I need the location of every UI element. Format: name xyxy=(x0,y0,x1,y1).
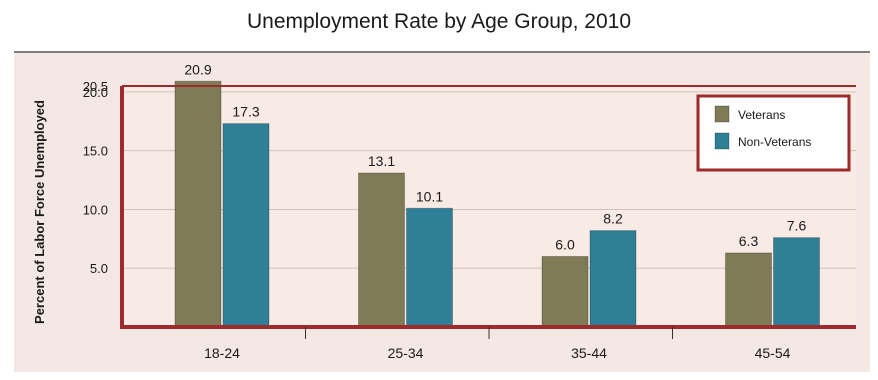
y-tick-label: 15.0 xyxy=(83,144,108,159)
bar-veterans-18-24 xyxy=(174,80,222,328)
legend-label: Non-Veterans xyxy=(738,135,811,149)
data-label: 17.3 xyxy=(232,104,259,120)
y-tick-label: 20.0 xyxy=(83,85,108,100)
x-category-label: 45-54 xyxy=(755,345,791,361)
y-tick-label: 20.5 xyxy=(83,79,108,94)
bar-non-veterans-18-24 xyxy=(222,123,270,328)
x-category-label: 18-24 xyxy=(204,345,240,361)
bar-veterans-35-44 xyxy=(541,255,589,328)
chart-title: Unemployment Rate by Age Group, 2010 xyxy=(246,10,632,33)
legend-swatch xyxy=(714,132,730,150)
bar-veterans-25-34 xyxy=(358,172,405,328)
bar-non-veterans-25-34 xyxy=(406,207,453,328)
bar-non-veterans-35-44 xyxy=(589,230,637,328)
legend: Veterans Non-Veterans xyxy=(696,94,851,172)
data-label: 13.1 xyxy=(368,153,395,169)
y-tick-label: 5.0 xyxy=(90,261,108,276)
x-category-label: 25-34 xyxy=(388,345,424,361)
y-tick-label: 10.0 xyxy=(83,202,108,217)
bar-veterans-45-54 xyxy=(725,252,772,328)
legend-swatch xyxy=(714,105,730,123)
plot-frame xyxy=(120,85,856,339)
y-axis-title: Percent of Labor Force Unemployed xyxy=(32,100,47,324)
legend-label: Veterans xyxy=(738,108,785,122)
data-label: 6.3 xyxy=(739,233,759,249)
data-label: 10.1 xyxy=(416,188,443,204)
data-label: 20.9 xyxy=(184,61,211,77)
x-category-label: 35-44 xyxy=(571,345,607,361)
data-label: 7.6 xyxy=(787,218,807,234)
y-axis-ticks: 5.0 10.0 15.0 20.020.5 xyxy=(83,79,108,276)
data-label: 6.0 xyxy=(555,236,575,252)
x-axis-categories: 18-24 25-34 35-44 45-54 xyxy=(204,345,791,361)
bar-non-veterans-45-54 xyxy=(773,237,820,328)
data-label: 8.2 xyxy=(603,211,623,227)
